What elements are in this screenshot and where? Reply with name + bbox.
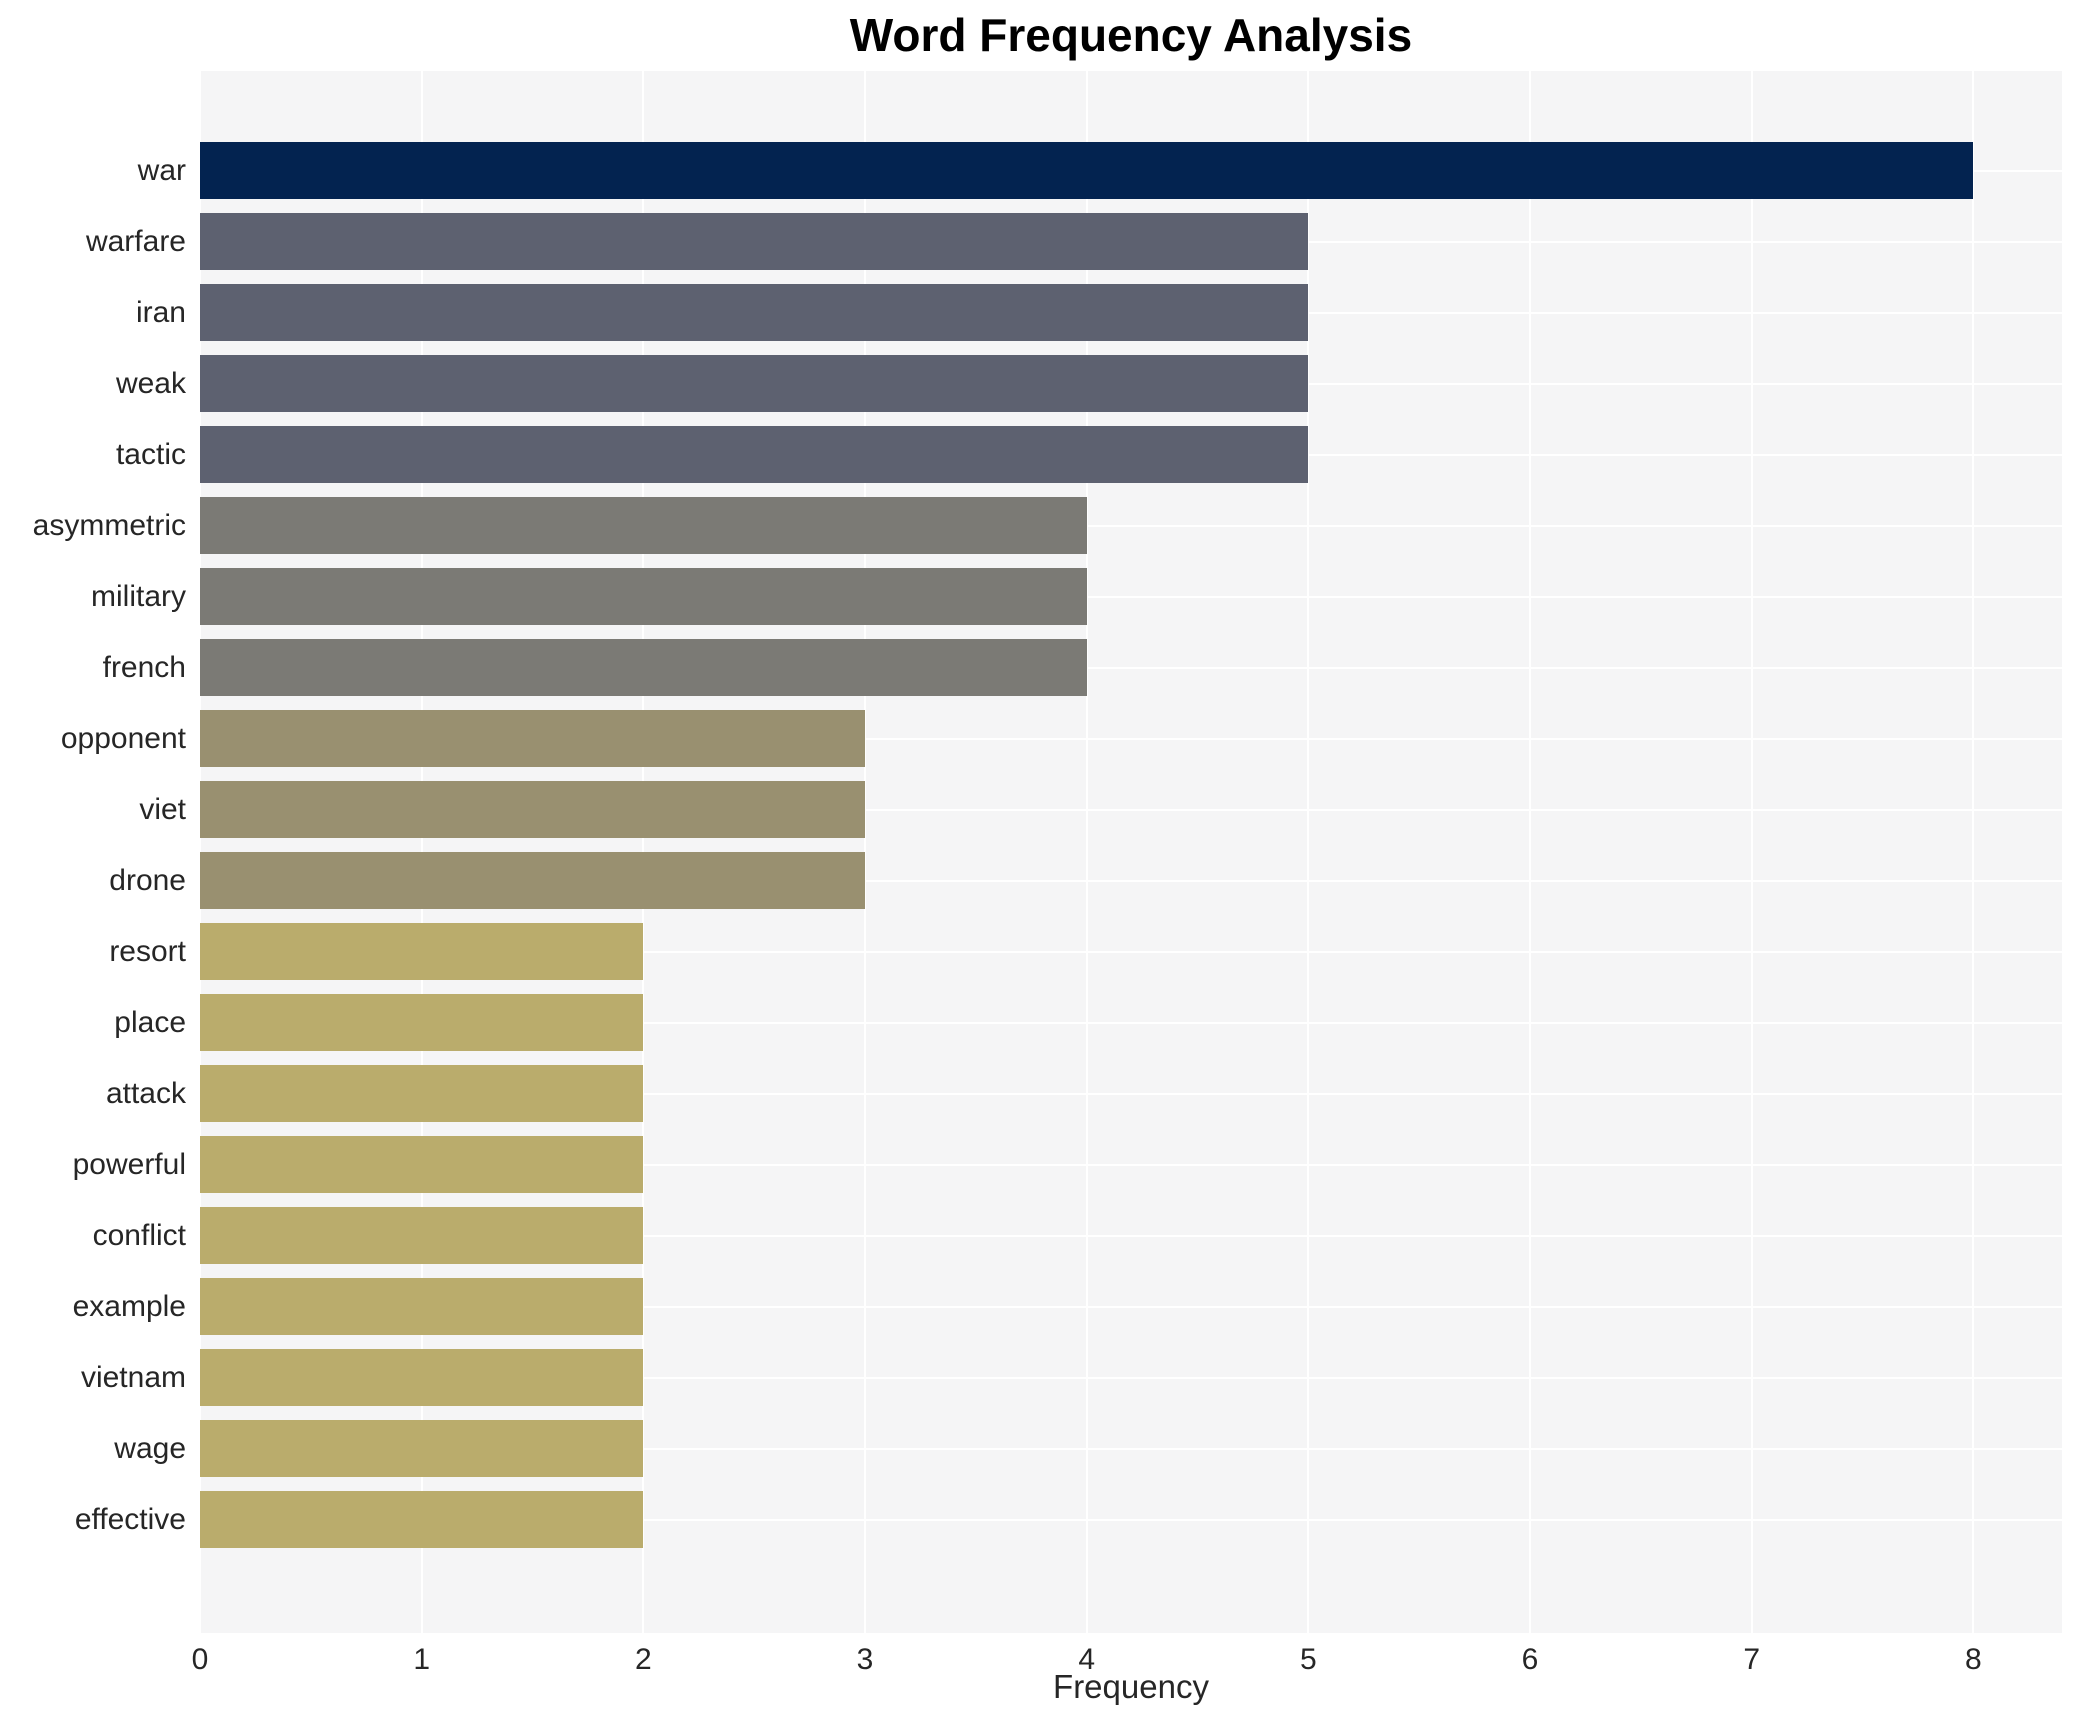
bar-conflict	[200, 1207, 644, 1264]
bar-military	[200, 568, 1087, 625]
y-tick-label-military: military	[91, 579, 186, 613]
gridline-horizontal	[200, 666, 2062, 669]
bar-tactic	[200, 426, 1309, 483]
bar-drone	[200, 852, 865, 909]
y-tick-label-wage: wage	[114, 1431, 186, 1465]
y-tick-label-french: french	[102, 650, 186, 684]
x-tick-label-1: 1	[413, 1643, 430, 1676]
y-tick-label-viet: viet	[139, 792, 186, 826]
gridline-horizontal	[200, 737, 2062, 740]
bar-opponent	[200, 710, 865, 767]
x-axis-label: Frequency	[1053, 1668, 1209, 1705]
y-tick-label-example: example	[72, 1289, 186, 1323]
gridline-vertical	[1307, 71, 1310, 1633]
y-tick-label-war: war	[137, 153, 186, 187]
bar-place	[200, 994, 644, 1051]
gridline-vertical	[1085, 71, 1088, 1633]
gridline-vertical	[1972, 71, 1975, 1633]
x-axis-ticks: 0 1 2 3 4 5 6 7 8	[0, 1643, 2080, 1683]
gridline-horizontal	[200, 1021, 2062, 1024]
x-tick-label-8: 8	[1964, 1643, 1982, 1676]
gridline-horizontal	[200, 1305, 2062, 1308]
gridline-horizontal	[200, 1163, 2062, 1166]
y-tick-label-tactic: tactic	[115, 437, 186, 471]
y-tick-label-powerful: powerful	[72, 1147, 186, 1181]
bar-weak	[200, 355, 1309, 412]
x-tick-label-7: 7	[1743, 1643, 1760, 1676]
gridline-horizontal	[200, 1376, 2062, 1379]
gridline-horizontal	[200, 808, 2062, 811]
x-tick-label-6: 6	[1521, 1643, 1539, 1676]
bar-resort	[200, 923, 644, 980]
y-tick-label-effective: effective	[74, 1502, 186, 1536]
y-axis-labels: war warfare iran weak tactic asymmetric milita…	[0, 0, 186, 1710]
bar-asymmetric	[200, 497, 1087, 554]
gridline-horizontal	[200, 1447, 2062, 1450]
y-tick-label-asymmetric: asymmetric	[32, 508, 186, 542]
bar-vietnam	[200, 1349, 644, 1406]
x-tick-label-3: 3	[856, 1643, 874, 1676]
x-tick-label-0: 0	[191, 1643, 209, 1676]
bar-french	[200, 639, 1087, 696]
bar-example	[200, 1278, 644, 1335]
y-tick-label-resort: resort	[109, 934, 186, 968]
plot-area	[199, 71, 2062, 1633]
x-tick-label-4: 4	[1078, 1643, 1095, 1676]
bar-effective	[200, 1491, 644, 1548]
chart-title: Word Frequency Analysis	[849, 9, 1413, 61]
y-tick-label-place: place	[114, 1005, 186, 1039]
y-tick-label-vietnam: vietnam	[80, 1360, 186, 1394]
gridline-horizontal	[200, 1092, 2062, 1095]
gridline-horizontal	[200, 595, 2062, 598]
bar-wage	[200, 1420, 644, 1477]
gridline-horizontal	[200, 950, 2062, 953]
gridline-vertical	[1750, 71, 1753, 1633]
y-tick-label-drone: drone	[109, 863, 186, 897]
y-tick-label-conflict: conflict	[92, 1218, 186, 1252]
gridline-vertical	[1529, 71, 1531, 1633]
y-tick-label-attack: attack	[105, 1076, 186, 1110]
y-tick-label-warfare: warfare	[85, 224, 186, 258]
bar-attack	[200, 1065, 644, 1122]
gridline-horizontal	[200, 1518, 2062, 1521]
gridline-vertical	[864, 71, 866, 1633]
bar-war	[200, 142, 1974, 199]
x-tick-label-2: 2	[634, 1643, 652, 1676]
gridline-horizontal	[200, 524, 2062, 527]
bar-viet	[200, 781, 865, 838]
bar-iran	[200, 284, 1309, 341]
y-tick-label-opponent: opponent	[60, 721, 186, 755]
y-tick-label-iran: iran	[135, 295, 186, 329]
bar-powerful	[200, 1136, 644, 1193]
gridline-horizontal	[200, 879, 2062, 882]
bar-warfare	[200, 213, 1309, 270]
gridline-horizontal	[200, 1234, 2062, 1237]
y-tick-label-weak: weak	[115, 366, 186, 400]
x-tick-label-5: 5	[1299, 1643, 1317, 1676]
